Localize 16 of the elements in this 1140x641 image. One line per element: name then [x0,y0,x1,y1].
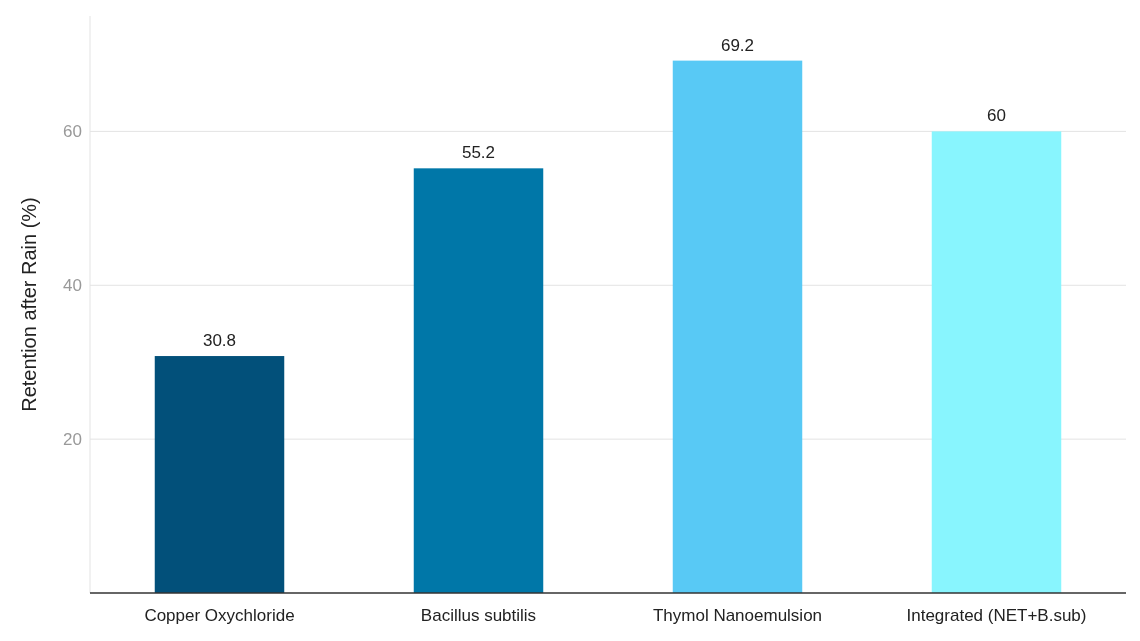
x-tick-label: Integrated (NET+B.sub) [906,606,1087,625]
y-tick-label: 60 [63,122,82,142]
data-label: 55.2 [461,143,496,163]
x-tick-label: Bacillus subtilis [420,606,537,625]
bar [931,131,1062,593]
y-axis-title: Retention after Rain (%) [18,197,40,412]
bar [672,60,803,593]
bar [413,168,544,593]
x-tick-label: Thymol Nanoemulsion [652,606,823,625]
bar [154,356,285,593]
x-tick-label: Copper Oxychloride [144,606,295,625]
data-label: 69.2 [720,35,755,55]
y-tick-label: 20 [63,430,82,450]
data-label: 60 [987,106,1006,126]
data-label: 30.8 [202,331,237,351]
y-tick-label: 40 [63,276,82,296]
